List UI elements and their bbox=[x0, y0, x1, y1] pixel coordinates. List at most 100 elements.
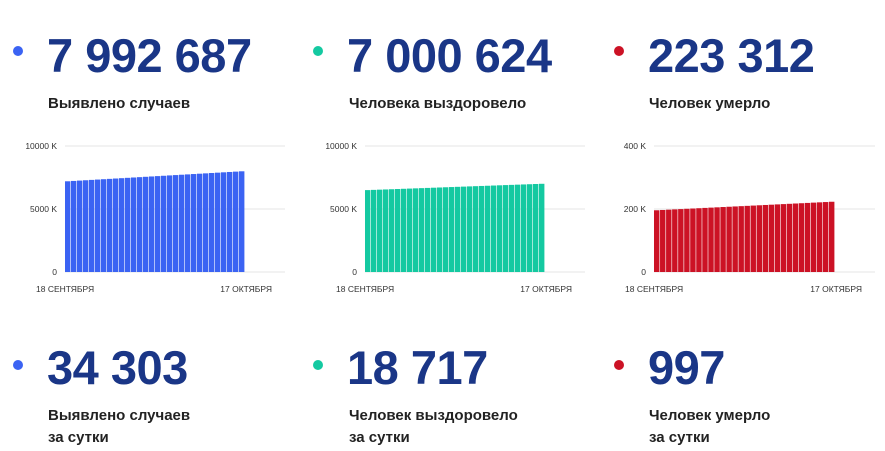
chart-bar bbox=[137, 177, 143, 272]
chart-bar bbox=[173, 175, 179, 272]
chart-bar bbox=[413, 188, 419, 272]
chart-bar bbox=[131, 177, 137, 272]
chart-bar bbox=[155, 176, 161, 272]
chart-bar bbox=[161, 175, 167, 272]
y-tick-label: 200 K bbox=[624, 204, 647, 214]
chart-bar bbox=[684, 208, 690, 272]
total-deaths-label: Человек умерло bbox=[649, 95, 771, 112]
y-tick-label: 10000 K bbox=[325, 141, 357, 151]
total-cases-label: Выявлено случаев bbox=[48, 95, 191, 112]
y-tick-label: 10000 K bbox=[25, 141, 57, 151]
chart-bar bbox=[473, 186, 479, 272]
chart-bar bbox=[708, 207, 714, 272]
chart-bar bbox=[720, 207, 726, 272]
chart-bar bbox=[371, 189, 377, 272]
chart-bar bbox=[816, 202, 823, 272]
chart-bar bbox=[503, 185, 509, 272]
chart-bar bbox=[407, 188, 413, 272]
chart-bar bbox=[762, 204, 769, 272]
daily-recovered-value: 18 717 bbox=[347, 341, 488, 394]
recovered-dot-icon bbox=[313, 46, 323, 56]
daily-cases-dot-icon bbox=[13, 360, 23, 370]
chart-bar bbox=[425, 187, 431, 272]
daily-deaths-label-line2: за сутки bbox=[649, 429, 710, 446]
chart-bar bbox=[203, 173, 209, 272]
chart-bar bbox=[485, 185, 491, 272]
chart-bar bbox=[215, 172, 221, 272]
chart-bar bbox=[738, 206, 744, 272]
chart-bar bbox=[804, 202, 811, 272]
chart-bar bbox=[479, 185, 485, 272]
chart-bar bbox=[455, 186, 461, 272]
chart-bar bbox=[107, 178, 113, 272]
chart-bar bbox=[744, 205, 750, 272]
chart-bar bbox=[539, 183, 545, 272]
y-tick-label: 5000 K bbox=[30, 204, 57, 214]
chart-bar bbox=[401, 188, 407, 272]
cases-chart: 0 5000 K 10000 K 18 СЕНТЯБРЯ 17 ОКТЯБРЯ bbox=[25, 141, 285, 294]
chart-bar bbox=[377, 189, 383, 272]
chart-bar bbox=[666, 209, 672, 272]
chart-bar bbox=[714, 207, 720, 272]
y-tick-label: 0 bbox=[352, 267, 357, 277]
daily-recovered-label-line1: Человек выздоровело bbox=[349, 407, 518, 424]
chart-bar bbox=[431, 187, 437, 272]
chart-bar bbox=[828, 201, 835, 272]
chart-bar bbox=[125, 177, 131, 272]
chart-bar bbox=[678, 209, 684, 272]
chart-bar bbox=[209, 173, 215, 272]
deaths-dot-icon bbox=[614, 46, 624, 56]
chart-bar bbox=[119, 178, 125, 272]
daily-deaths-label-line1: Человек умерло bbox=[649, 407, 771, 424]
chart-bar bbox=[383, 189, 389, 272]
chart-bar bbox=[491, 185, 497, 272]
chart-bar bbox=[696, 208, 702, 272]
chart-bar bbox=[660, 209, 666, 272]
x-start-label: 18 СЕНТЯБРЯ bbox=[336, 284, 394, 294]
chart-bar bbox=[509, 184, 515, 272]
chart-bar bbox=[179, 174, 185, 272]
chart-bar bbox=[167, 175, 173, 272]
x-end-label: 17 ОКТЯБРЯ bbox=[520, 284, 572, 294]
chart-bar bbox=[419, 188, 425, 272]
x-end-label: 17 ОКТЯБРЯ bbox=[810, 284, 862, 294]
chart-bar bbox=[191, 174, 197, 272]
chart-bar bbox=[83, 180, 89, 272]
chart-bar bbox=[395, 189, 401, 272]
chart-bar bbox=[113, 178, 119, 272]
chart-bar bbox=[65, 181, 71, 272]
chart-bar bbox=[780, 204, 787, 272]
x-start-label: 18 СЕНТЯБРЯ bbox=[625, 284, 683, 294]
chart-bar bbox=[792, 203, 799, 272]
chart-bar bbox=[527, 184, 533, 272]
chart-bar bbox=[521, 184, 527, 272]
chart-bar bbox=[389, 189, 395, 272]
total-recovered-value: 7 000 624 bbox=[347, 29, 552, 82]
chart-bar bbox=[654, 210, 660, 272]
chart-bar bbox=[461, 186, 467, 272]
chart-bar bbox=[497, 185, 503, 272]
chart-bar bbox=[101, 179, 107, 272]
chart-bar bbox=[702, 207, 708, 272]
chart-bar bbox=[89, 179, 95, 272]
chart-bar bbox=[726, 206, 732, 272]
daily-deaths-value: 997 bbox=[648, 341, 725, 394]
total-cases-value: 7 992 687 bbox=[47, 29, 252, 82]
daily-recovered-label-line2: за сутки bbox=[349, 429, 410, 446]
x-start-label: 18 СЕНТЯБРЯ bbox=[36, 284, 94, 294]
y-tick-label: 5000 K bbox=[330, 204, 357, 214]
chart-bar bbox=[77, 180, 83, 272]
chart-bar bbox=[786, 203, 793, 272]
deaths-chart: 0 200 K 400 K 18 СЕНТЯБРЯ 17 ОКТЯБРЯ bbox=[624, 141, 875, 294]
recovered-chart: 0 5000 K 10000 K 18 СЕНТЯБРЯ 17 ОКТЯБРЯ bbox=[325, 141, 585, 294]
chart-bar bbox=[515, 184, 521, 272]
chart-bar bbox=[756, 205, 762, 272]
daily-cases-value: 34 303 bbox=[47, 341, 188, 394]
chart-bar bbox=[672, 209, 678, 272]
chart-bar bbox=[185, 174, 191, 272]
chart-bar bbox=[533, 184, 539, 272]
chart-bar bbox=[750, 205, 756, 272]
y-tick-label: 0 bbox=[641, 267, 646, 277]
chart-bar bbox=[810, 202, 817, 272]
chart-bar bbox=[798, 203, 805, 272]
